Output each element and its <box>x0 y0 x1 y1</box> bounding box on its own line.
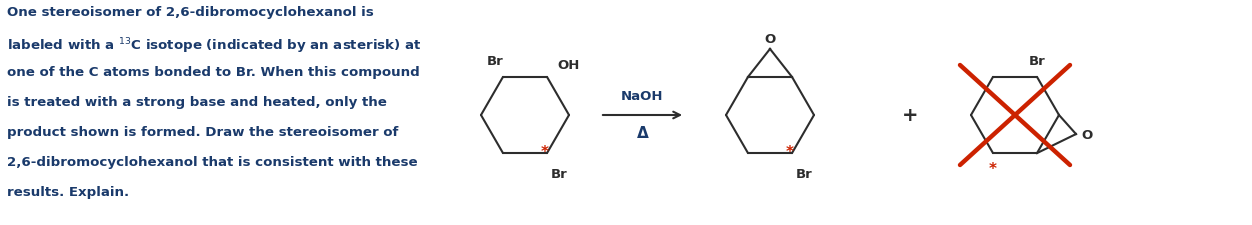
Text: One stereoisomer of 2,6-dibromocyclohexanol is: One stereoisomer of 2,6-dibromocyclohexa… <box>8 6 374 19</box>
Text: *: * <box>989 161 997 176</box>
Text: Br: Br <box>487 55 503 68</box>
Text: product shown is formed. Draw the stereoisomer of: product shown is formed. Draw the stereo… <box>8 126 398 138</box>
Text: results. Explain.: results. Explain. <box>8 185 129 198</box>
Text: Δ: Δ <box>636 126 649 140</box>
Text: one of the C atoms bonded to Br. When this compound: one of the C atoms bonded to Br. When th… <box>8 66 419 79</box>
Text: is treated with a strong base and heated, only the: is treated with a strong base and heated… <box>8 96 387 108</box>
Text: *: * <box>786 144 794 159</box>
Text: OH: OH <box>557 59 580 72</box>
Text: Br: Br <box>1029 55 1045 68</box>
Text: O: O <box>765 33 776 46</box>
Text: 2,6-dibromocyclohexanol that is consistent with these: 2,6-dibromocyclohexanol that is consiste… <box>8 155 418 168</box>
Text: labeled with a $^{13}$C isotope (indicated by an asterisk) at: labeled with a $^{13}$C isotope (indicat… <box>8 36 421 55</box>
Text: Br: Br <box>551 167 567 180</box>
Text: +: + <box>901 106 918 125</box>
Text: *: * <box>541 144 548 159</box>
Text: NaOH: NaOH <box>621 90 664 103</box>
Text: O: O <box>1080 128 1092 141</box>
Text: Br: Br <box>796 167 813 180</box>
